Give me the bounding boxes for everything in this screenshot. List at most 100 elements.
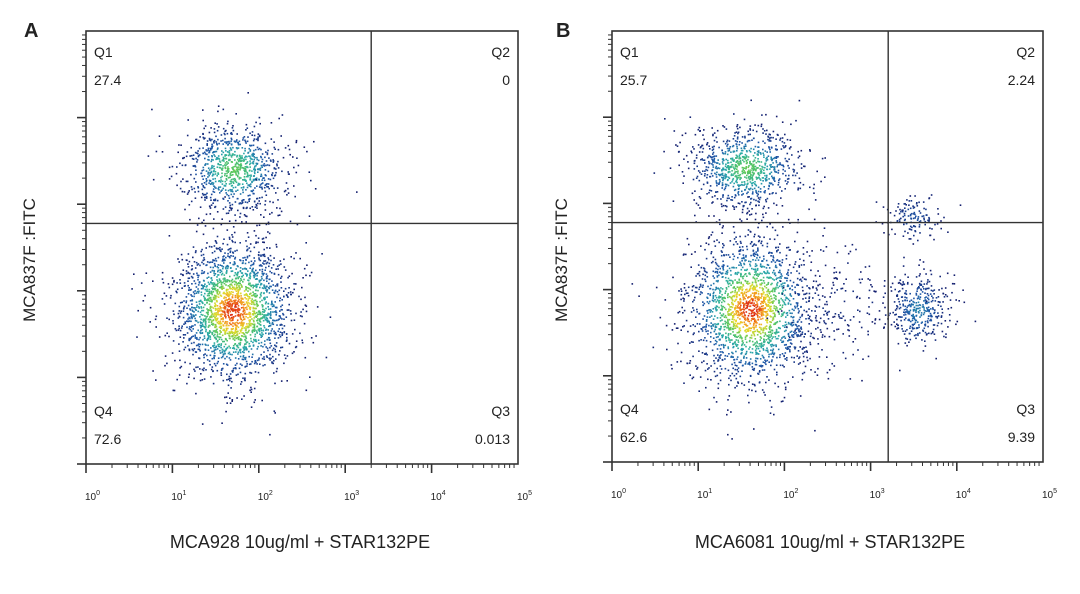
event-dot bbox=[242, 309, 245, 312]
event-dot bbox=[735, 174, 737, 177]
event-dot bbox=[825, 246, 828, 248]
event-dot bbox=[784, 145, 787, 148]
event-dot bbox=[721, 176, 723, 179]
event-dot bbox=[788, 300, 791, 302]
event-dot bbox=[237, 313, 240, 316]
event-dot bbox=[301, 341, 304, 344]
event-dot bbox=[252, 344, 255, 346]
event-dot bbox=[793, 163, 795, 166]
event-dot bbox=[249, 284, 251, 286]
event-dot bbox=[762, 177, 764, 179]
event-dot bbox=[216, 148, 219, 151]
event-dot bbox=[822, 250, 825, 252]
event-dot bbox=[274, 319, 276, 322]
event-dot bbox=[232, 153, 234, 155]
event-dot bbox=[730, 199, 732, 201]
event-dot bbox=[229, 176, 231, 178]
event-dot bbox=[730, 173, 733, 175]
event-dot bbox=[194, 290, 196, 292]
event-dot bbox=[765, 113, 767, 116]
event-dot bbox=[247, 299, 249, 302]
event-dot bbox=[252, 341, 254, 344]
event-dot bbox=[265, 183, 267, 186]
event-dot bbox=[247, 136, 249, 138]
event-dot bbox=[280, 275, 283, 278]
event-dot bbox=[738, 288, 740, 291]
event-dot bbox=[753, 168, 755, 171]
event-dot bbox=[772, 309, 774, 312]
event-dot bbox=[177, 151, 179, 154]
event-dot bbox=[720, 304, 723, 307]
event-dot bbox=[181, 325, 183, 327]
event-dot bbox=[776, 356, 778, 359]
event-dot bbox=[797, 218, 799, 221]
event-dot bbox=[791, 312, 793, 315]
event-dot bbox=[225, 304, 228, 306]
event-dot bbox=[280, 281, 282, 283]
event-dot bbox=[724, 165, 727, 168]
event-dot bbox=[252, 323, 254, 326]
event-dot bbox=[706, 182, 709, 184]
event-dot bbox=[691, 377, 694, 380]
event-dot bbox=[236, 319, 239, 321]
event-dot bbox=[228, 220, 231, 222]
event-dot bbox=[200, 307, 203, 309]
event-dot bbox=[793, 169, 796, 171]
event-dot bbox=[229, 332, 232, 335]
event-dot bbox=[197, 292, 200, 294]
event-dot bbox=[250, 174, 252, 176]
event-dot bbox=[743, 257, 745, 260]
event-dot bbox=[260, 334, 263, 337]
event-dot bbox=[796, 270, 798, 272]
event-dot bbox=[746, 140, 749, 143]
event-dot bbox=[261, 304, 263, 306]
event-dot bbox=[245, 155, 247, 158]
event-dot bbox=[213, 282, 216, 285]
event-dot bbox=[235, 351, 237, 353]
event-dot bbox=[285, 316, 288, 318]
event-dot bbox=[220, 134, 223, 136]
event-dot bbox=[237, 209, 239, 212]
event-dot bbox=[749, 242, 752, 245]
event-dot bbox=[258, 357, 260, 359]
event-dot bbox=[231, 278, 234, 281]
event-dot bbox=[266, 247, 268, 249]
event-dot bbox=[216, 333, 219, 335]
event-dot bbox=[237, 158, 239, 161]
event-dot bbox=[197, 366, 199, 368]
event-dot bbox=[321, 253, 323, 255]
event-dot bbox=[277, 148, 280, 151]
event-dot bbox=[199, 350, 201, 352]
event-dot bbox=[207, 338, 209, 340]
event-dot bbox=[200, 306, 202, 308]
event-dot bbox=[180, 253, 183, 256]
event-dot bbox=[263, 260, 265, 262]
event-dot bbox=[716, 270, 719, 273]
event-dot bbox=[263, 356, 265, 358]
event-dot bbox=[302, 308, 304, 311]
event-dot bbox=[238, 322, 241, 324]
event-dot bbox=[704, 337, 706, 339]
event-dot bbox=[295, 252, 297, 254]
event-dot bbox=[247, 184, 249, 186]
event-dot bbox=[235, 302, 237, 304]
event-dot bbox=[704, 278, 706, 281]
event-dot bbox=[260, 295, 262, 297]
event-dot bbox=[226, 310, 229, 312]
event-dot bbox=[234, 315, 237, 317]
event-dot bbox=[190, 146, 192, 149]
event-dot bbox=[736, 127, 739, 130]
event-dot bbox=[767, 295, 769, 297]
event-dot bbox=[292, 156, 294, 158]
event-dot bbox=[197, 279, 199, 281]
event-dot bbox=[726, 141, 728, 143]
event-dot bbox=[212, 259, 214, 261]
event-dot bbox=[738, 312, 740, 314]
event-dot bbox=[228, 280, 231, 283]
event-dot bbox=[244, 311, 246, 313]
event-dot bbox=[725, 279, 728, 282]
event-dot bbox=[214, 309, 217, 311]
event-dot bbox=[252, 161, 255, 163]
event-dot bbox=[257, 241, 259, 244]
event-dot bbox=[217, 312, 219, 314]
